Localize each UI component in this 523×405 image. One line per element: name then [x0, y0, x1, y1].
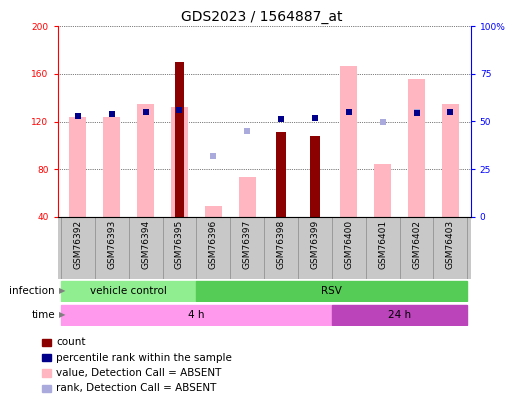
Bar	[103, 117, 120, 217]
Text: GSM76401: GSM76401	[378, 220, 387, 269]
Text: GSM76394: GSM76394	[141, 220, 150, 269]
Text: GSM76398: GSM76398	[277, 220, 286, 269]
Text: GSM76400: GSM76400	[344, 220, 353, 269]
Point	[108, 111, 116, 117]
Bar	[408, 79, 425, 217]
Text: RSV: RSV	[322, 286, 342, 296]
Point	[74, 112, 82, 119]
Text: ▶: ▶	[59, 286, 65, 295]
Bar	[137, 104, 154, 217]
Text: time: time	[31, 310, 55, 320]
Point	[277, 116, 285, 122]
Bar	[70, 117, 86, 217]
Bar	[61, 305, 332, 325]
Text: GSM76399: GSM76399	[311, 220, 320, 269]
Point	[243, 128, 252, 134]
Bar	[332, 305, 468, 325]
Bar	[196, 281, 468, 301]
Point	[175, 107, 184, 113]
Bar	[340, 66, 357, 217]
Text: ▶: ▶	[59, 310, 65, 320]
Text: GSM76397: GSM76397	[243, 220, 252, 269]
Text: GDS2023 / 1564887_at: GDS2023 / 1564887_at	[181, 10, 342, 24]
Text: GSM76392: GSM76392	[73, 220, 82, 269]
Text: percentile rank within the sample: percentile rank within the sample	[56, 353, 232, 362]
Bar	[61, 281, 196, 301]
Text: GSM76403: GSM76403	[446, 220, 455, 269]
Bar	[171, 107, 188, 217]
Text: count: count	[56, 337, 86, 347]
Text: GSM76393: GSM76393	[107, 220, 116, 269]
Bar	[205, 206, 222, 217]
Point	[412, 110, 420, 116]
Bar	[276, 132, 286, 217]
Point	[311, 115, 319, 121]
Point	[379, 118, 387, 125]
Text: GSM76402: GSM76402	[412, 220, 421, 269]
Text: vehicle control: vehicle control	[90, 286, 167, 296]
Bar	[310, 136, 320, 217]
Bar	[442, 104, 459, 217]
Text: GSM76396: GSM76396	[209, 220, 218, 269]
Text: 24 h: 24 h	[388, 310, 411, 320]
Bar	[175, 62, 184, 217]
Point	[141, 109, 150, 115]
Text: rank, Detection Call = ABSENT: rank, Detection Call = ABSENT	[56, 384, 217, 393]
Bar	[238, 177, 256, 217]
Point	[446, 109, 454, 115]
Bar	[374, 164, 391, 217]
Text: GSM76395: GSM76395	[175, 220, 184, 269]
Text: infection: infection	[9, 286, 55, 296]
Point	[345, 109, 353, 115]
Point	[412, 109, 420, 115]
Text: value, Detection Call = ABSENT: value, Detection Call = ABSENT	[56, 368, 222, 378]
Text: 4 h: 4 h	[188, 310, 204, 320]
Point	[209, 153, 218, 159]
